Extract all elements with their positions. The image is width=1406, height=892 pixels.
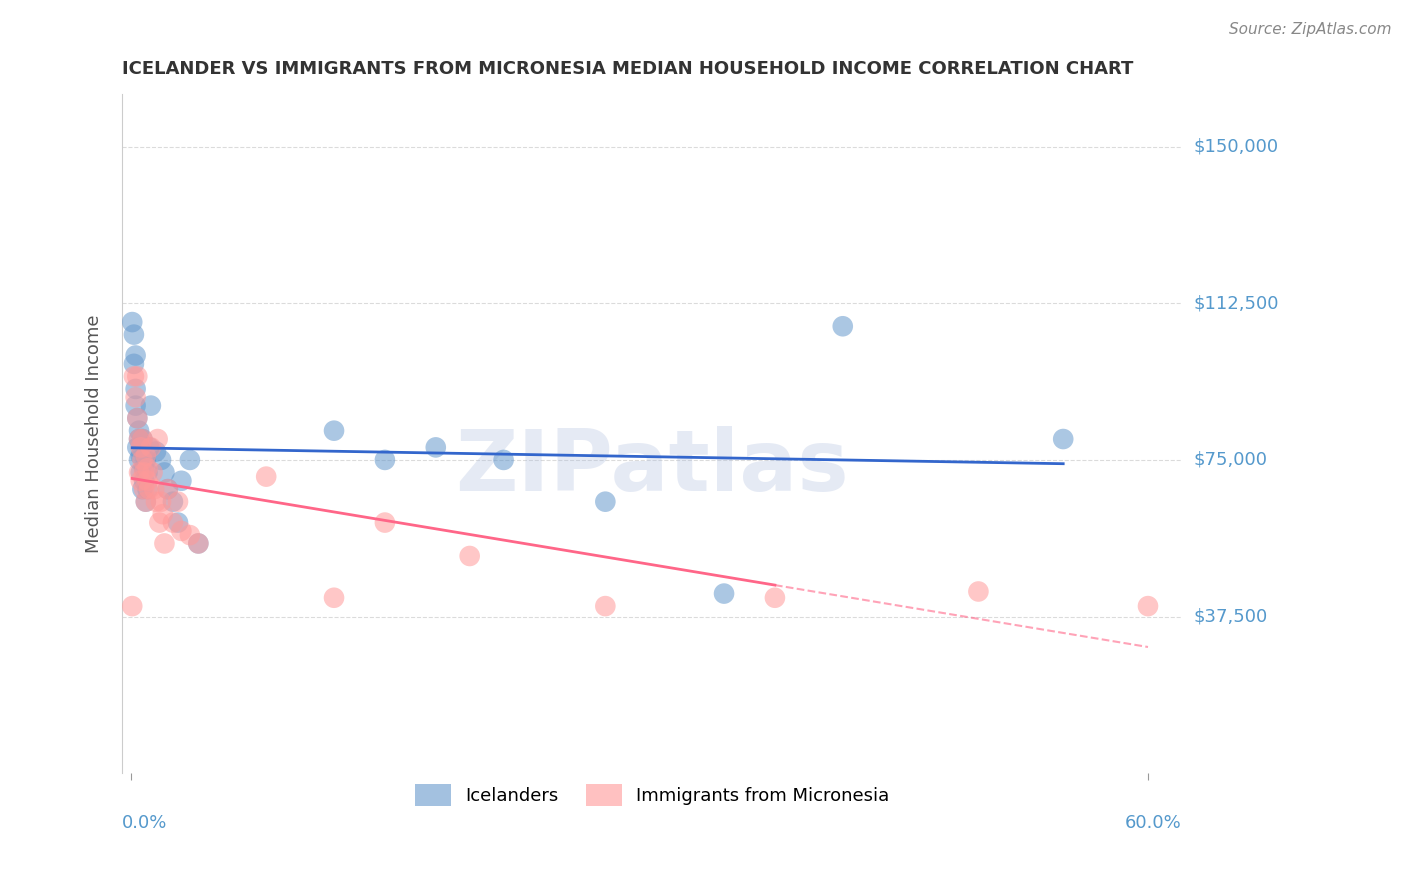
Immigrants from Micronesia	[150, 494, 173, 508]
Icelanders	[129, 449, 152, 463]
Immigrants from Micronesia	[122, 369, 145, 384]
Icelanders	[145, 444, 167, 458]
Icelanders	[127, 441, 149, 455]
Immigrants from Micronesia	[1136, 599, 1159, 613]
Immigrants from Micronesia	[763, 591, 786, 605]
Icelanders	[124, 382, 146, 396]
Icelanders	[595, 494, 617, 508]
Icelanders	[122, 327, 145, 342]
Text: 0.0%: 0.0%	[122, 814, 167, 832]
Text: 60.0%: 60.0%	[1125, 814, 1182, 832]
Y-axis label: Median Household Income: Median Household Income	[86, 315, 103, 553]
Immigrants from Micronesia	[127, 411, 149, 425]
Icelanders	[323, 424, 346, 438]
Icelanders	[162, 494, 184, 508]
Icelanders	[139, 399, 162, 413]
Text: $150,000: $150,000	[1194, 137, 1278, 155]
Immigrants from Micronesia	[323, 591, 346, 605]
Icelanders	[132, 474, 155, 488]
Icelanders	[831, 319, 853, 334]
Immigrants from Micronesia	[143, 482, 166, 496]
Text: $75,000: $75,000	[1194, 451, 1267, 469]
Icelanders	[122, 357, 145, 371]
Icelanders	[153, 466, 176, 480]
Immigrants from Micronesia	[170, 524, 193, 538]
Immigrants from Micronesia	[136, 474, 159, 488]
Icelanders	[124, 349, 146, 363]
Immigrants from Micronesia	[129, 474, 152, 488]
Icelanders	[167, 516, 190, 530]
Immigrants from Micronesia	[121, 599, 143, 613]
Text: $37,500: $37,500	[1194, 607, 1267, 625]
Icelanders	[131, 482, 153, 496]
Immigrants from Micronesia	[162, 516, 184, 530]
Immigrants from Micronesia	[124, 390, 146, 404]
Immigrants from Micronesia	[138, 482, 160, 496]
Immigrants from Micronesia	[139, 441, 162, 455]
Icelanders	[425, 441, 447, 455]
Icelanders	[170, 474, 193, 488]
Immigrants from Micronesia	[128, 466, 150, 480]
Immigrants from Micronesia	[135, 494, 157, 508]
Icelanders	[128, 432, 150, 446]
Immigrants from Micronesia	[142, 466, 165, 480]
Icelanders	[374, 453, 396, 467]
Immigrants from Micronesia	[152, 507, 174, 521]
Immigrants from Micronesia	[136, 461, 159, 475]
Immigrants from Micronesia	[145, 494, 167, 508]
Immigrants from Micronesia	[127, 369, 149, 384]
Icelanders	[135, 494, 157, 508]
Icelanders	[136, 482, 159, 496]
Icelanders	[187, 536, 209, 550]
Icelanders	[135, 453, 157, 467]
Immigrants from Micronesia	[148, 516, 170, 530]
Immigrants from Micronesia	[132, 466, 155, 480]
Icelanders	[492, 453, 515, 467]
Immigrants from Micronesia	[131, 453, 153, 467]
Icelanders	[1052, 432, 1074, 446]
Immigrants from Micronesia	[135, 449, 157, 463]
Immigrants from Micronesia	[967, 584, 990, 599]
Text: $112,500: $112,500	[1194, 294, 1278, 312]
Immigrants from Micronesia	[179, 528, 201, 542]
Immigrants from Micronesia	[458, 549, 481, 563]
Icelanders	[132, 461, 155, 475]
Immigrants from Micronesia	[146, 432, 169, 446]
Icelanders	[121, 315, 143, 329]
Icelanders	[136, 466, 159, 480]
Icelanders	[128, 424, 150, 438]
Text: Source: ZipAtlas.com: Source: ZipAtlas.com	[1229, 22, 1392, 37]
Immigrants from Micronesia	[131, 432, 153, 446]
Icelanders	[138, 441, 160, 455]
Icelanders	[150, 453, 173, 467]
Icelanders	[128, 453, 150, 467]
Icelanders	[713, 586, 735, 600]
Legend: Icelanders, Immigrants from Micronesia: Icelanders, Immigrants from Micronesia	[402, 772, 903, 819]
Icelanders	[179, 453, 201, 467]
Immigrants from Micronesia	[254, 469, 277, 483]
Immigrants from Micronesia	[128, 432, 150, 446]
Immigrants from Micronesia	[153, 536, 176, 550]
Immigrants from Micronesia	[129, 441, 152, 455]
Icelanders	[129, 466, 152, 480]
Icelanders	[131, 432, 153, 446]
Text: ICELANDER VS IMMIGRANTS FROM MICRONESIA MEDIAN HOUSEHOLD INCOME CORRELATION CHAR: ICELANDER VS IMMIGRANTS FROM MICRONESIA …	[122, 60, 1133, 78]
Immigrants from Micronesia	[187, 536, 209, 550]
Immigrants from Micronesia	[156, 482, 179, 496]
Immigrants from Micronesia	[167, 494, 190, 508]
Immigrants from Micronesia	[374, 516, 396, 530]
Icelanders	[124, 399, 146, 413]
Immigrants from Micronesia	[595, 599, 617, 613]
Icelanders	[127, 411, 149, 425]
Text: ZIPatlas: ZIPatlas	[456, 426, 849, 509]
Icelanders	[156, 482, 179, 496]
Immigrants from Micronesia	[132, 482, 155, 496]
